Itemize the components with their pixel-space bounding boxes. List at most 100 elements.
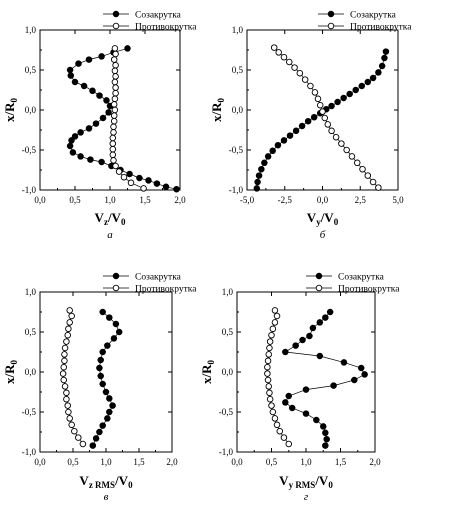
- data-point-filled: [110, 335, 118, 342]
- data-point-filled: [264, 153, 272, 160]
- data-point-open: [140, 185, 147, 192]
- data-point-open: [332, 133, 340, 141]
- data-point-filled: [255, 172, 263, 179]
- data-point-open: [111, 45, 119, 52]
- data-point-filled: [109, 402, 116, 409]
- plot-frame: [236, 291, 376, 453]
- data-point-open: [266, 338, 274, 345]
- data-point-filled: [104, 415, 111, 422]
- data-point-filled: [352, 86, 359, 94]
- data-point-open: [112, 162, 119, 170]
- data-point-filled: [269, 147, 276, 155]
- y-tick-label: 0,0: [25, 367, 37, 377]
- data-point-open: [273, 312, 281, 320]
- data-point-filled: [274, 141, 282, 149]
- data-point-open: [110, 112, 118, 119]
- data-point-open: [286, 58, 293, 66]
- data-point-filled: [105, 109, 112, 116]
- data-point-open: [311, 89, 319, 96]
- data-point-filled: [316, 319, 324, 326]
- data-point-filled: [97, 356, 104, 364]
- x-axis-label: Vy RMS/V0: [279, 473, 333, 490]
- legend-marker: [327, 22, 335, 30]
- data-point-open: [127, 179, 135, 187]
- data-point-open: [64, 402, 71, 409]
- panel-d: 0,0 0,5 1,0 1,5 2,0 -1,0 -0,5 0,0 0,5 1,0 Созакрут…: [199, 273, 400, 504]
- data-point-open: [307, 82, 314, 90]
- data-point-filled: [89, 87, 96, 95]
- data-point-filled: [96, 364, 103, 372]
- series-line: [92, 311, 120, 446]
- data-point-filled: [334, 98, 341, 106]
- legend-marker: [112, 22, 120, 30]
- data-point-open: [285, 440, 293, 448]
- data-point-filled: [92, 120, 100, 127]
- plot-frame: [39, 291, 173, 453]
- data-point-filled: [96, 428, 103, 436]
- x-tick-label: 0,5: [67, 457, 79, 467]
- data-point-open: [111, 78, 119, 86]
- data-point-open: [265, 383, 272, 390]
- x-tick-label: 0,0: [317, 195, 329, 205]
- data-point-open: [280, 53, 288, 61]
- data-point-open: [66, 307, 73, 314]
- data-point-filled: [302, 410, 310, 417]
- data-point-open: [68, 312, 75, 320]
- y-tick-label: 0,0: [232, 105, 244, 115]
- data-point-filled: [340, 359, 348, 366]
- x-tick-label: 1,0: [300, 457, 312, 467]
- data-point-filled: [87, 156, 94, 163]
- data-point-open: [276, 427, 284, 435]
- data-point-open: [60, 363, 68, 371]
- data-point-open: [111, 95, 119, 103]
- data-point-open: [271, 307, 279, 314]
- data-point-open: [268, 331, 275, 339]
- data-point-filled: [99, 348, 106, 356]
- data-point-filled: [106, 395, 113, 402]
- data-point-open: [75, 434, 82, 441]
- data-point-open: [63, 338, 70, 345]
- data-point-filled: [282, 399, 289, 406]
- data-point-open: [301, 76, 309, 83]
- data-point-open: [314, 95, 322, 103]
- y-tick-label: -0,5: [22, 407, 37, 417]
- data-point-open: [110, 117, 118, 125]
- data-point-filled: [320, 423, 327, 430]
- y-tick-label: -0,5: [219, 407, 234, 417]
- panel-b: -5,0 -2,5 0,0 2,5 5,0 -1,0 -0,5 0,0 0,5 1,0 Созакр…: [209, 11, 412, 242]
- data-point-filled: [103, 97, 110, 104]
- legend-label: Созакрутка: [135, 11, 182, 21]
- data-point-open: [79, 440, 87, 448]
- data-point-filled: [124, 45, 131, 52]
- data-point-open: [271, 319, 279, 326]
- data-point-open: [375, 184, 382, 191]
- panel-letter: в: [104, 491, 109, 503]
- panel-letter: г: [304, 491, 309, 503]
- data-point-open: [63, 395, 70, 403]
- y-tick-label: -0,5: [229, 145, 244, 155]
- data-point-open: [266, 395, 274, 403]
- data-point-filled: [375, 69, 382, 76]
- x-tick-label: 0,5: [266, 457, 278, 467]
- data-point-open: [65, 325, 72, 333]
- data-point-open: [120, 173, 128, 181]
- data-point-filled: [302, 386, 310, 393]
- data-point-filled: [382, 48, 390, 55]
- y-tick-label: 0,0: [25, 105, 37, 115]
- data-point-open: [61, 344, 69, 352]
- y-tick-label: 1,0: [25, 25, 37, 35]
- legend-marker: [112, 284, 120, 292]
- y-tick-label: 0,0: [222, 367, 234, 377]
- data-point-open: [110, 157, 117, 164]
- data-point-open: [61, 351, 68, 358]
- x-axis-label: Vy/V0: [307, 210, 339, 227]
- data-point-filled: [104, 342, 111, 349]
- x-tick-label: 1,5: [139, 195, 151, 205]
- panel-a: 0,0 0,5 1,0 1,5 2,0 -1,0 -0,5 0,0 0,5 1,0 Созакрут…: [2, 11, 197, 242]
- x-tick-label: 1,0: [104, 195, 116, 205]
- data-point-filled: [340, 94, 347, 102]
- data-point-open: [112, 84, 119, 91]
- data-point-open: [321, 114, 329, 122]
- data-point-filled: [299, 336, 306, 344]
